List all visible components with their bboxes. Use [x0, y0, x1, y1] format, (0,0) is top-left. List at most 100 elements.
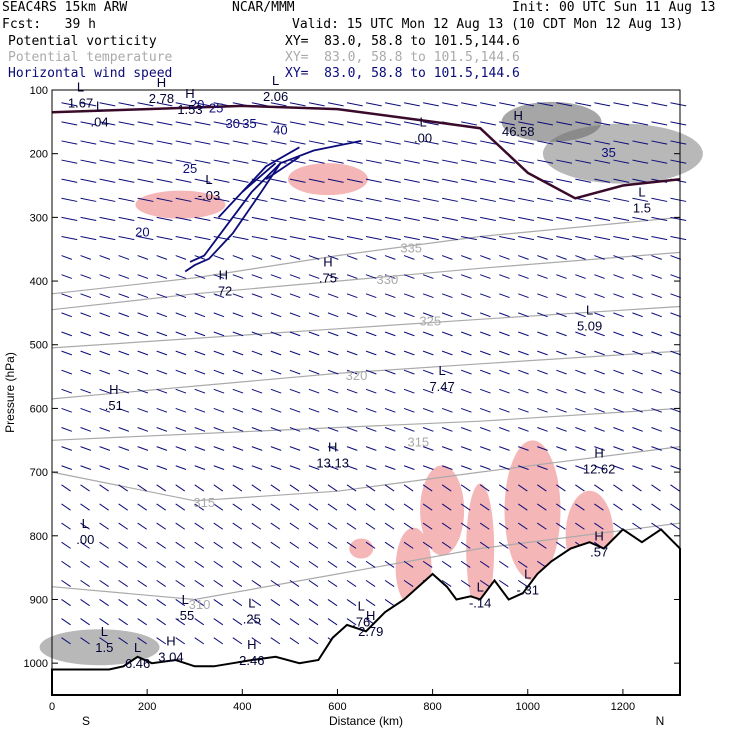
wind-vector — [194, 599, 205, 607]
wind-vector — [213, 618, 224, 626]
wind-vector — [384, 293, 396, 299]
pv-extremum-value-2: -.03 — [198, 188, 220, 203]
wind-vector — [61, 579, 71, 587]
pv-extremum-marker-3: H — [323, 255, 332, 270]
wind-vector — [594, 407, 605, 413]
wind-vector — [327, 274, 339, 279]
wind-vector — [175, 331, 187, 337]
wind-vector — [480, 427, 491, 432]
wind-vector — [80, 216, 97, 222]
wind-vector — [518, 369, 529, 375]
wind-vector — [575, 140, 592, 145]
wind-vector — [480, 235, 496, 241]
wind-vector — [270, 274, 282, 279]
wind-vector — [289, 522, 300, 530]
pv-extremum-marker-19: L — [101, 624, 108, 639]
wind-vector — [575, 216, 592, 222]
wind-vector — [422, 293, 434, 299]
wind-vector — [670, 427, 681, 432]
wind-vector — [213, 484, 224, 492]
wind-vector — [594, 484, 604, 492]
wind-vector — [384, 102, 401, 107]
wind-vector — [156, 369, 168, 375]
wind-vector — [499, 350, 510, 356]
wind-vector — [365, 235, 382, 241]
wind-vector — [118, 102, 135, 107]
pv-extremum-value-12: -.14 — [469, 595, 491, 610]
wind-vector — [670, 159, 687, 164]
wind-vector — [175, 350, 187, 356]
wind-vector — [61, 197, 78, 202]
pv-extremum-value-7: .51 — [105, 398, 123, 413]
wind-vector — [403, 503, 414, 511]
wind-vector — [517, 522, 528, 530]
wind-vector — [232, 599, 243, 607]
pv-extremum-marker-5: L — [586, 302, 593, 317]
wind-vector — [613, 350, 624, 356]
wind-vector — [118, 465, 130, 470]
wind-vector — [346, 560, 357, 568]
wind-vector — [499, 388, 510, 394]
wind-vector — [365, 560, 376, 568]
wind-vector — [442, 159, 458, 164]
wind-vector — [99, 369, 111, 375]
wind-vector — [80, 102, 97, 107]
wind-vector — [651, 159, 668, 164]
wind-vector — [670, 465, 681, 470]
wind-vector — [251, 560, 262, 568]
wind-vector — [156, 503, 167, 511]
wind-vector — [479, 522, 490, 530]
wind-vector — [594, 274, 605, 279]
wind-vector — [137, 197, 154, 202]
x-tick-label-1: 200 — [138, 701, 156, 713]
wind-vector — [289, 331, 301, 337]
wind-vector — [556, 541, 566, 549]
wind-vector — [575, 178, 592, 183]
y-tick-label-8: 900 — [30, 594, 48, 606]
wind-vector — [308, 369, 320, 375]
wind-vector — [270, 197, 287, 202]
wind-vector — [384, 121, 401, 126]
wind-vector — [308, 350, 320, 356]
wind-vector — [403, 293, 415, 299]
wind-vector — [556, 121, 573, 126]
wind-vector — [346, 312, 358, 318]
wind-vector — [442, 216, 458, 222]
forecast-hour: Fcst: 39 h — [2, 17, 96, 32]
wind-vector — [213, 312, 225, 318]
wind-vector — [346, 369, 358, 375]
wind-vector — [118, 388, 130, 394]
pv-extremum-marker-24: H — [185, 86, 194, 101]
wind-vector — [441, 369, 453, 375]
wind-vector — [194, 331, 206, 337]
wind-vector — [289, 197, 306, 202]
wind-vector — [251, 255, 263, 260]
wind-vector — [61, 178, 78, 183]
wind-vector — [651, 102, 668, 107]
wind-vector — [118, 293, 130, 299]
wind-vector — [99, 637, 109, 645]
wind-vector — [61, 503, 71, 511]
wind-vector — [232, 484, 243, 492]
wind-vector — [518, 121, 535, 126]
wind-vector — [461, 159, 477, 164]
wind-vector — [175, 541, 186, 549]
wind-vector — [670, 121, 687, 126]
wind-vector — [384, 465, 396, 470]
wind-vector — [175, 465, 187, 470]
wind-vector — [346, 427, 358, 432]
wind-vector — [594, 216, 611, 222]
wind-vector — [99, 197, 116, 202]
wind-vector — [670, 369, 681, 375]
wind-vector — [80, 369, 92, 375]
wind-vector — [613, 140, 630, 145]
wind-vector — [232, 293, 244, 299]
y-tick-label-3: 400 — [30, 276, 48, 288]
wind-vector — [403, 541, 414, 549]
wind-vector — [327, 541, 338, 549]
wind-vector — [594, 522, 604, 530]
wind-vector — [537, 102, 554, 107]
theta-isoline-2 — [51, 305, 681, 349]
wind-vector — [461, 216, 477, 222]
wind-vector — [346, 446, 358, 451]
